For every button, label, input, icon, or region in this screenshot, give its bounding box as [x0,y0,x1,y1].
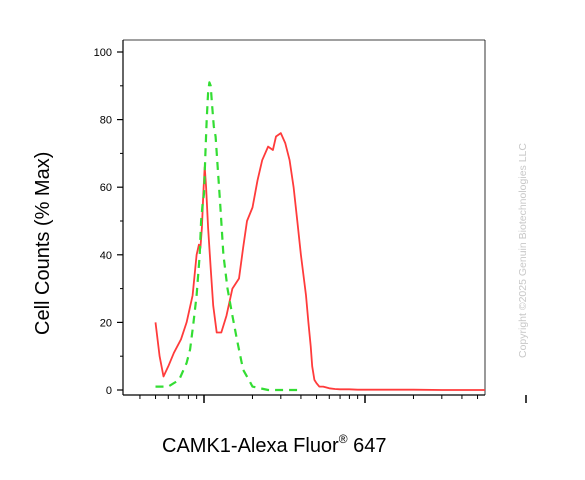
ticks-group: 0 20 40 60 80 100 [94,47,527,403]
x-axis-label-tail: 647 [347,435,387,457]
axes-group [122,39,486,396]
x-axis-label-main: CAMK1-Alexa Fluor [162,435,339,457]
copyright-watermark: Copyright ©2025 Genuin Biotechnologies L… [517,143,529,358]
series-group [154,81,485,392]
x-axis-label: CAMK1-Alexa Fluor® 647 [162,432,387,458]
series-line-2 [155,81,301,392]
y-tick-label: 100 [94,47,112,59]
y-tick-label: 80 [100,115,112,127]
x-axis-label-superscript: ® [338,432,348,446]
series-line-1 [154,132,485,391]
y-tick-label: 20 [100,317,112,329]
y-axis-label: Cell Counts (% Max) [32,151,54,335]
y-tick-label: 60 [100,182,112,194]
y-tick-label: 0 [106,385,112,397]
y-tick-label: 40 [100,250,112,262]
